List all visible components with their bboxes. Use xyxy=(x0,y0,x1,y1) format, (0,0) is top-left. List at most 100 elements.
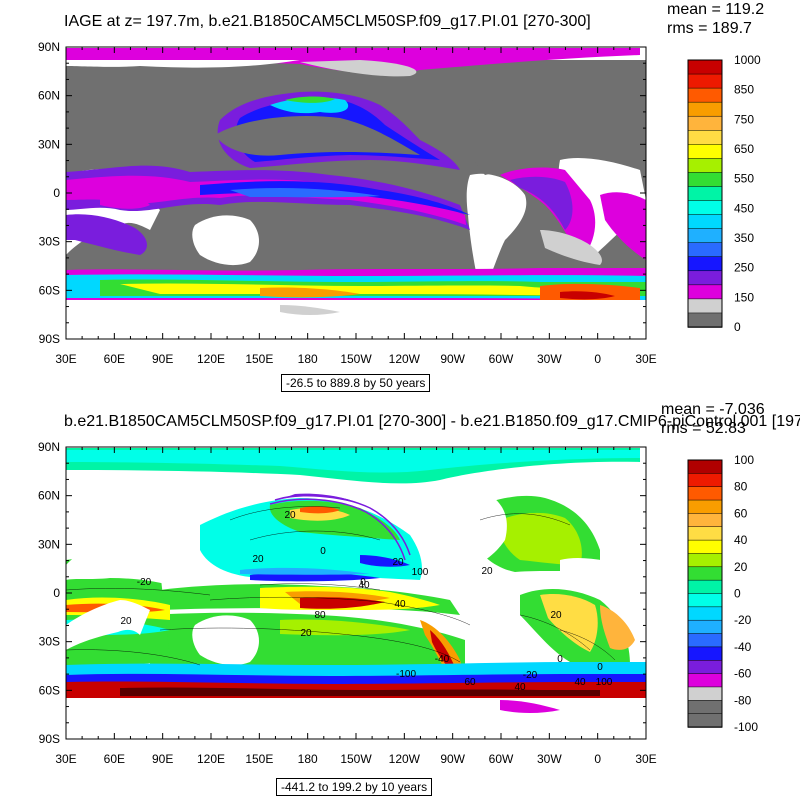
bottom-colorbar-label: 100 xyxy=(734,453,754,467)
bottom-colorbar-label: 40 xyxy=(734,533,748,547)
bottom-lon-label: 120W xyxy=(389,752,421,766)
top-lon-label: 150E xyxy=(245,352,273,366)
top-colorbar-box xyxy=(687,158,723,174)
top-colorbar-box xyxy=(687,87,723,103)
top-colorbar-box xyxy=(687,186,723,202)
contour-label: 40 xyxy=(358,580,370,591)
top-colorbar-box xyxy=(687,228,723,244)
bottom-colorbar-label: -20 xyxy=(734,613,752,627)
bottom-lon-label: 150W xyxy=(340,752,372,766)
top-panel-title: IAGE at z= 197.7m, b.e21.B1850CAM5CLM50S… xyxy=(64,13,591,30)
top-colorbar-box xyxy=(687,101,723,117)
bottom-arctic-band xyxy=(66,450,640,473)
top-map-axes: 90N 60N 30N 0 30S 60S 90S 30E 60E 90E 120E 150E 180 1… xyxy=(38,40,657,366)
bottom-lat-label: 60S xyxy=(39,683,60,697)
bottom-colorbar-box xyxy=(687,713,723,728)
bottom-colorbar-box xyxy=(687,513,723,528)
top-lon-label: 60W xyxy=(489,352,514,366)
contour-label: 0 xyxy=(360,577,366,588)
bottom-rms-text: rms = 52.83 xyxy=(661,420,746,437)
contour-label: 60 xyxy=(464,677,476,688)
contour-label: 80 xyxy=(314,610,326,621)
top-colorbar-box xyxy=(687,130,723,146)
contour-label: -40 xyxy=(435,654,450,665)
bottom-colorbar-box xyxy=(687,593,723,608)
bottom-colorbar-box xyxy=(687,619,723,635)
top-lat-label: 0 xyxy=(53,186,60,200)
bottom-lon-label: 180 xyxy=(298,752,318,766)
top-lon-label: 0 xyxy=(594,352,601,366)
top-colorbar-box xyxy=(687,73,723,89)
bottom-colorbar-box xyxy=(687,526,723,541)
bottom-colorbar: 100 80 60 40 20 0 -20 -40 -60 -80 -100 xyxy=(687,453,758,734)
contour-label: 100 xyxy=(412,567,429,578)
top-colorbar-label: 1000 xyxy=(734,53,761,67)
bottom-colorbar-box xyxy=(687,473,723,488)
top-map-field xyxy=(66,47,646,339)
bottom-lat-label: 0 xyxy=(53,586,60,600)
bottom-lon-label: 30W xyxy=(537,752,562,766)
top-lon-label: 30E xyxy=(55,352,76,366)
contour-label: 20 xyxy=(284,510,296,521)
contour-label: 40 xyxy=(514,682,526,693)
contour-label: -100 xyxy=(396,669,416,680)
bottom-lon-label: 90E xyxy=(152,752,173,766)
top-colorbar-label: 250 xyxy=(734,261,754,275)
top-lon-label: 90E xyxy=(152,352,173,366)
bottom-lon-label: 90W xyxy=(440,752,465,766)
bottom-map-axes: 90N 60N 30N 0 30S 60S 90S 30E 60E 90E 120E 150E 180 1… xyxy=(38,440,657,766)
contour-label: -20 xyxy=(137,577,152,588)
top-lon-label: 120W xyxy=(389,352,421,366)
top-colorbar-box xyxy=(687,284,723,300)
bottom-lon-label: 150E xyxy=(245,752,273,766)
contour-label: 20 xyxy=(120,616,132,627)
contour-label: 0 xyxy=(557,654,563,665)
top-colorbar-box xyxy=(687,298,723,314)
bottom-lat-label: 60N xyxy=(38,489,60,503)
bottom-north-america-land xyxy=(430,490,507,570)
top-colorbar-box xyxy=(687,115,723,132)
top-colorbar-label: 350 xyxy=(734,231,754,245)
bottom-lon-label: 120E xyxy=(197,752,225,766)
top-colorbar-label: 150 xyxy=(734,290,754,304)
top-map: 90N 60N 30N 0 30S 60S 90S 30E 60E 90E 120E 150E 180 1… xyxy=(38,40,761,366)
bottom-lon-label: 60W xyxy=(489,752,514,766)
top-lon-label: 60E xyxy=(104,352,125,366)
top-colorbar: 1000 850 750 650 550 450 350 250 150 0 xyxy=(687,53,761,334)
contour-label: 40 xyxy=(574,677,586,688)
bottom-lat-label: 90S xyxy=(39,732,60,746)
bottom-colorbar-box xyxy=(687,673,723,688)
bottom-colorbar-box xyxy=(687,633,723,648)
contour-label: 20 xyxy=(481,566,493,577)
top-rms-text: rms = 189.7 xyxy=(667,20,752,37)
contour-label: 100 xyxy=(596,677,613,688)
bottom-colorbar-box xyxy=(687,459,723,475)
contour-label: 20 xyxy=(550,610,562,621)
top-lon-label: 180 xyxy=(298,352,318,366)
top-lon-label: 120E xyxy=(197,352,225,366)
bottom-lon-label: 30E xyxy=(635,752,656,766)
top-colorbar-box xyxy=(687,200,723,216)
top-mean-text: mean = 119.2 xyxy=(667,1,765,18)
top-lat-label: 60S xyxy=(39,283,60,297)
bottom-colorbar-box xyxy=(687,606,723,621)
top-colorbar-box xyxy=(687,256,723,272)
contour-label: 20 xyxy=(392,557,404,568)
top-lat-label: 90N xyxy=(38,40,60,54)
bottom-colorbar-box xyxy=(687,553,723,568)
top-south-america-land xyxy=(466,173,527,290)
top-colorbar-label: 550 xyxy=(734,172,754,186)
bottom-colorbar-label: 60 xyxy=(734,506,748,520)
bottom-panel-title: b.e21.B1850CAM5CLM50SP.f09_g17.PI.01 [27… xyxy=(64,413,800,430)
bottom-colorbar-box xyxy=(687,566,723,581)
bottom-lat-label: 30N xyxy=(38,537,60,551)
bottom-lon-label: 60E xyxy=(104,752,125,766)
bottom-colorbar-label: 80 xyxy=(734,480,748,494)
top-lon-label: 150W xyxy=(340,352,372,366)
contour-label: 20 xyxy=(252,554,264,565)
bottom-lat-label: 90N xyxy=(38,440,60,454)
top-lat-label: 30S xyxy=(39,235,60,249)
